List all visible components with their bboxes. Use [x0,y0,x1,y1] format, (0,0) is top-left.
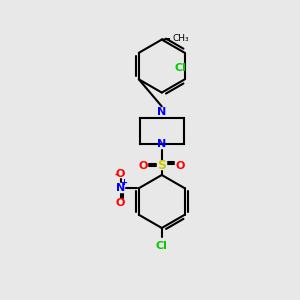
Text: O: O [175,160,185,171]
Text: N: N [157,107,167,117]
Text: -: - [114,170,118,180]
Text: N: N [116,183,125,193]
Text: CH₃: CH₃ [173,34,190,43]
Text: N: N [157,140,167,149]
Text: O: O [116,198,125,208]
Text: +: + [121,178,128,188]
Text: O: O [116,169,125,178]
Text: Cl: Cl [156,241,168,251]
Text: Cl: Cl [174,63,186,74]
Text: O: O [139,160,148,171]
Text: S: S [157,159,166,172]
